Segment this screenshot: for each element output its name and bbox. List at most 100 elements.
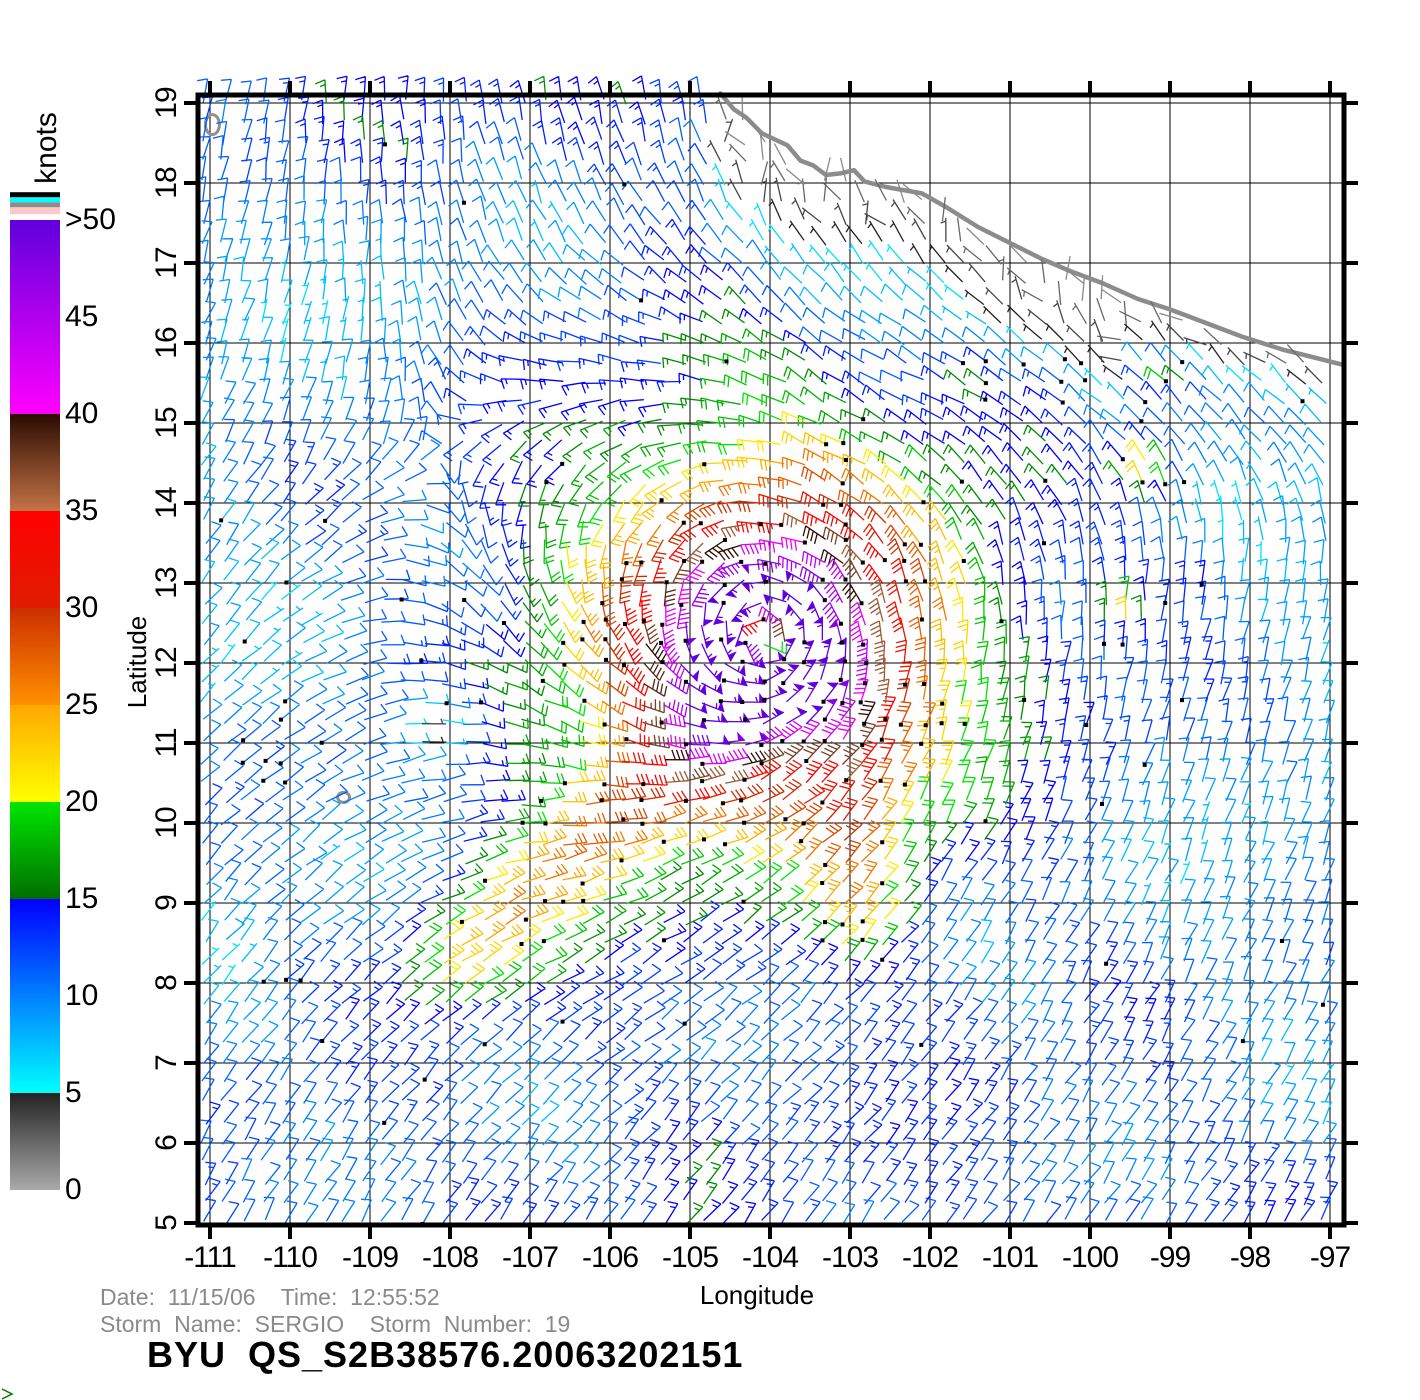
wind-barb-group: [604, 493, 911, 841]
colorbar-tick-label: 10: [65, 979, 99, 1012]
colorbar-tick-label: 35: [65, 494, 99, 527]
colorbar-tick-label: 45: [65, 300, 99, 333]
wind-barb-group: [195, 76, 1339, 1226]
y-tick-label: 5: [150, 1215, 183, 1231]
x-tick-label: -101: [981, 1241, 1039, 1274]
x-tick-label: -99: [1149, 1241, 1191, 1274]
wind-barb-group: [666, 561, 842, 695]
wind-barbs: [195, 75, 1339, 1226]
wind-barb-group: [623, 510, 886, 786]
x-tick-label: -109: [341, 1241, 399, 1274]
colorbar-segment: [10, 220, 60, 414]
colorbar-flag-stripe: [10, 192, 60, 198]
coastline-path: [718, 91, 1345, 367]
y-tick-label: 12: [150, 647, 183, 679]
y-tick-label: 11: [150, 728, 183, 758]
colorbar-title: knots: [30, 112, 63, 184]
colorbar-tick-label: 30: [65, 591, 99, 624]
wind-barb-group: [680, 570, 847, 745]
colorbar-segment: [10, 705, 60, 802]
x-axis-title: Longitude: [699, 1280, 815, 1310]
grid-lines: [198, 95, 1344, 1225]
y-tick-label: 19: [150, 87, 183, 119]
wind-barb-group: [724, 96, 1183, 321]
y-tick-label: 16: [150, 327, 183, 359]
wind-barb-flag-group: [737, 619, 849, 741]
y-tick-label: 18: [150, 167, 183, 199]
x-tick-label: -106: [581, 1241, 639, 1274]
wind-barb-group: [685, 558, 850, 746]
wind-barb-group: [424, 392, 1166, 985]
x-tick-label: -110: [263, 1241, 318, 1274]
y-tick-label: 15: [150, 407, 183, 439]
colorbar-tick-label: 15: [65, 882, 99, 915]
wind-barb-group: [505, 447, 948, 926]
colorbar-segment: [10, 899, 60, 1093]
wind-barb-group: [623, 557, 907, 802]
wind-barb-group: [201, 77, 1336, 1225]
y-tick-label: 13: [150, 567, 183, 599]
x-tick-label: -97: [1309, 1241, 1351, 1274]
wind-barb-group: [662, 550, 869, 746]
stray-barb-fragment: [1, 1388, 14, 1400]
y-tick-label: 17: [150, 247, 183, 279]
wind-barb-group: [645, 525, 876, 766]
x-tick-label: -105: [661, 1241, 719, 1274]
colorbar-segment: [10, 608, 60, 705]
wind-barb-group: [201, 155, 1338, 1181]
y-axis-title: Latitude: [122, 615, 152, 709]
colorbar-tick-label: >50: [65, 203, 116, 236]
colorbar-flag-stripe: [10, 207, 60, 215]
y-tick-label: 8: [150, 975, 183, 991]
colorbar-segment: [10, 414, 60, 511]
wind-barb-group: [422, 198, 1307, 743]
wind-barb-group: [661, 536, 869, 750]
colorbar-flag-stripe: [10, 202, 60, 208]
wind-barb-group: [664, 512, 890, 784]
y-tick-label: 9: [150, 895, 183, 911]
wind-barb-group: [198, 179, 1335, 1126]
wind-barb-group: [714, 96, 1305, 364]
colorbar: [10, 192, 60, 1190]
y-tick-label: 7: [150, 1055, 183, 1071]
x-tick-label: -98: [1229, 1241, 1271, 1274]
wind-barb-group: [200, 163, 1286, 986]
y-tick-label: 14: [150, 487, 183, 519]
wind-barb-group: [442, 410, 1146, 983]
colorbar-tick-label: 0: [65, 1173, 82, 1206]
x-tick-label: -103: [821, 1241, 879, 1274]
wind-barb-group: [685, 563, 846, 746]
x-tick-label: -102: [901, 1241, 959, 1274]
wind-barb-group: [197, 98, 1336, 1226]
plot-frame: [1, 81, 1358, 1400]
colorbar-tick-label: 25: [65, 688, 99, 721]
y-tick-label: 6: [150, 1135, 183, 1151]
wind-barb-group: [660, 542, 867, 765]
wind-barb-group: [642, 582, 676, 697]
wind-barb-group: [312, 75, 1300, 1225]
x-tick-label: -111: [184, 1241, 237, 1274]
colorbar-tick-label: 40: [65, 397, 99, 430]
wind-barb-group: [421, 118, 1323, 725]
colorbar-segment: [10, 511, 60, 608]
colorbar-tick-label: 5: [65, 1076, 82, 1109]
colorbar-flag-stripe: [10, 197, 60, 203]
y-tick-label: 10: [150, 807, 183, 839]
x-tick-label: -104: [741, 1241, 799, 1274]
wind-barb-group: [484, 450, 944, 942]
storm-info-line: Storm Name: SERGIO Storm Number: 19: [100, 1311, 571, 1337]
plot-title: BYU QS_S2B38576.20063202151: [147, 1334, 744, 1375]
wind-barb-group: [601, 465, 926, 864]
wind-barb-group: [563, 468, 927, 866]
wind-barb-group: [314, 75, 1185, 1225]
x-tick-label: -107: [501, 1241, 559, 1274]
x-tick-label: -108: [421, 1241, 479, 1274]
wind-barb-group: [663, 555, 844, 718]
colorbar-tick-label: 20: [65, 785, 99, 818]
x-tick-label: -100: [1061, 1241, 1119, 1274]
colorbar-segment: [10, 802, 60, 899]
colorbar-segment: [10, 1093, 60, 1190]
wind-barb-group: [405, 328, 1124, 1006]
